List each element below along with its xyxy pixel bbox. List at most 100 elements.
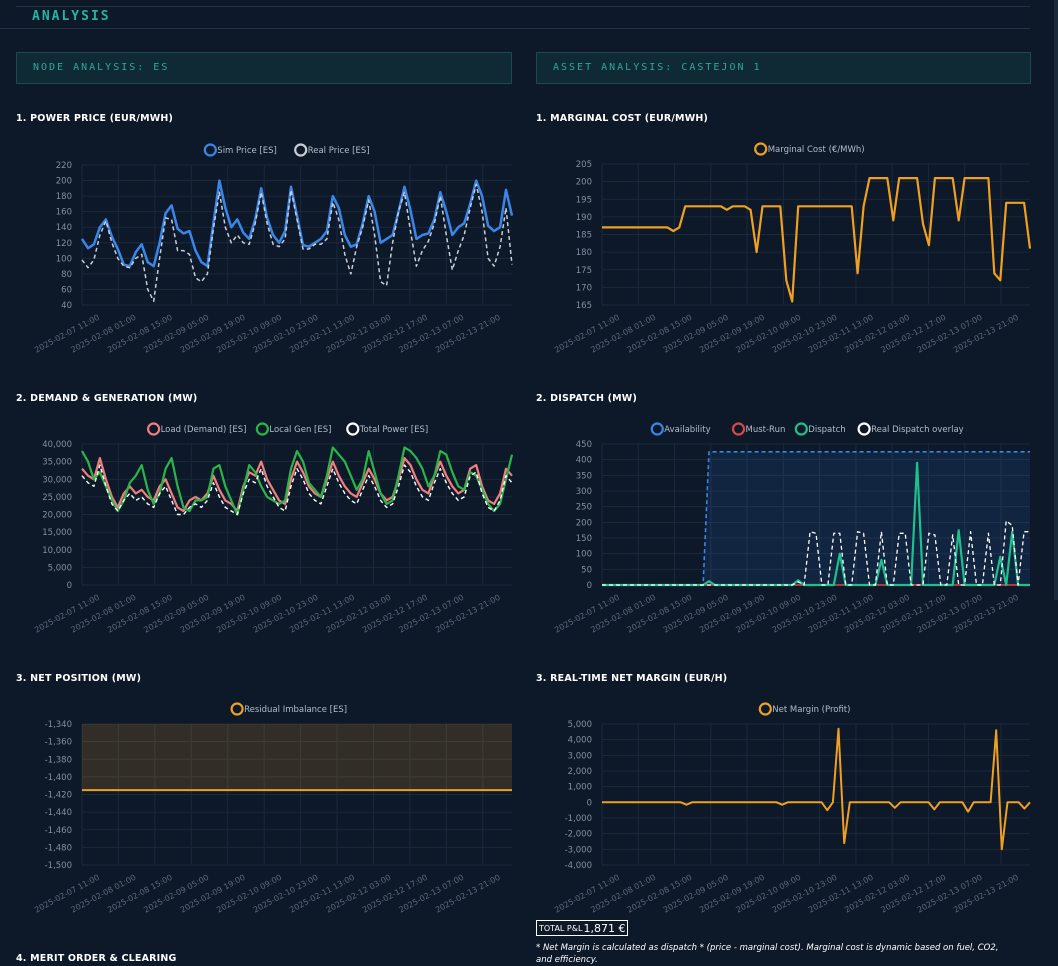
legend-swatch[interactable] (255, 422, 269, 436)
demand-generation-title: 2. DEMAND & GENERATION (MW) (16, 393, 198, 404)
y-tick-label: -1,420 (45, 791, 72, 801)
legend-label[interactable]: Total Power [ES] (359, 425, 428, 435)
scrollbar[interactable] (1054, 0, 1058, 600)
legend-label[interactable]: Marginal Cost (€/MWh) (768, 145, 865, 155)
legend-swatch[interactable] (758, 702, 772, 716)
series-line-total-power-es (81, 464, 513, 516)
legend-label[interactable]: Sim Price [ES] (217, 146, 277, 156)
page-title: ANALYSIS (32, 9, 111, 24)
y-tick-label: 195 (576, 195, 592, 205)
y-tick-label: 5,000 (568, 720, 592, 730)
y-tick-label: 400 (576, 456, 592, 466)
legend-swatch[interactable] (650, 422, 664, 436)
legend-swatch[interactable] (754, 142, 768, 156)
x-tick-label: 2025-02-11 13:00 (807, 873, 875, 915)
y-tick-label: 165 (576, 301, 592, 311)
y-tick-label: 100 (576, 550, 592, 560)
x-tick-label: 2025-02-13 21:00 (952, 873, 1020, 915)
legend-swatch[interactable] (731, 422, 746, 436)
y-tick-label: 200 (576, 178, 592, 188)
x-tick-label: 2025-02-09 05:00 (662, 873, 730, 915)
y-tick-label: -1,360 (45, 738, 72, 748)
legend-label[interactable]: Residual Imbalance [ES] (244, 705, 347, 715)
y-tick-label: 300 (576, 487, 592, 497)
header-bar: ANALYSIS (0, 0, 1030, 29)
y-tick-label: -3,000 (565, 845, 592, 855)
series-line-net-margin-profit (602, 727, 1031, 851)
y-tick-label: 250 (576, 503, 592, 513)
y-tick-label: 0 (587, 581, 592, 591)
legend-swatch[interactable] (230, 702, 244, 716)
legend-swatch[interactable] (857, 422, 871, 436)
y-tick-label: -1,380 (45, 755, 72, 765)
y-tick-label: 150 (576, 534, 592, 544)
total-pnl-label: TOTAL P&L (539, 923, 583, 933)
x-tick-label: 2025-02-08 01:00 (589, 873, 657, 915)
legend-label[interactable]: Real Dispatch overlay (871, 425, 964, 435)
y-tick-label: 450 (576, 440, 592, 450)
legend-swatch[interactable] (794, 422, 808, 436)
series-line-load-demand-es (81, 457, 513, 513)
y-tick-label: 35,000 (42, 458, 72, 468)
y-tick-label: -4,000 (565, 861, 592, 871)
y-tick-label: 200 (56, 177, 72, 187)
y-tick-label: 50 (581, 565, 592, 575)
legend-swatch[interactable] (203, 143, 217, 157)
series-area (82, 724, 512, 791)
net-margin-title: 3. REAL-TIME NET MARGIN (EUR/H) (536, 673, 728, 684)
marginal-cost-title: 1. MARGINAL COST (EUR/MWH) (536, 113, 709, 124)
y-tick-label: 80 (61, 270, 72, 280)
y-tick-label: 185 (576, 231, 592, 241)
y-tick-label: 0 (587, 798, 592, 808)
x-tick-label: 2025-02-12 03:00 (843, 873, 911, 915)
y-tick-label: 2,000 (568, 767, 592, 777)
y-tick-label: 4,000 (568, 736, 592, 746)
series-line-real-price-es (81, 183, 513, 302)
y-tick-label: 40,000 (42, 440, 72, 450)
y-tick-label: -1,440 (45, 808, 72, 818)
x-tick-label: 2025-02-07 11:00 (553, 873, 621, 915)
merit-order-title: 4. MERIT ORDER & CLEARING (16, 953, 177, 964)
legend-label[interactable]: Must-Run (746, 425, 786, 435)
y-tick-label: 1,000 (568, 783, 592, 793)
y-tick-label: 175 (576, 266, 592, 276)
series-line-sim-price-es (80, 179, 514, 268)
legend-swatch[interactable] (294, 143, 308, 157)
x-tick-label: 2025-02-09 19:00 (698, 873, 766, 915)
power-price-title: 1. POWER PRICE (EUR/MWH) (16, 113, 174, 124)
net-margin-footnote: * Net Margin is calculated as dispatch *… (536, 943, 999, 965)
total-pnl-value: 1,871 € (583, 921, 626, 935)
y-tick-label: -1,000 (565, 814, 592, 824)
y-tick-label: 15,000 (42, 528, 72, 538)
y-tick-label: 100 (56, 254, 72, 264)
legend-label[interactable]: Real Price [ES] (308, 146, 370, 156)
y-tick-label: -2,000 (565, 830, 592, 840)
x-tick-label: 2025-02-08 15:00 (626, 873, 694, 915)
y-tick-label: 30,000 (42, 475, 72, 485)
y-tick-label: 180 (576, 248, 592, 258)
legend-label[interactable]: Availability (664, 425, 710, 435)
legend-label[interactable]: Dispatch (808, 425, 845, 435)
y-tick-label: 60 (61, 285, 72, 295)
legend-label[interactable]: Net Margin (Profit) (772, 705, 850, 715)
y-tick-label: 3,000 (568, 751, 592, 761)
x-tick-label: 2025-02-10 23:00 (771, 873, 839, 915)
legend-label[interactable]: Load (Demand) [ES] (161, 425, 247, 435)
y-tick-label: 0 (67, 581, 72, 591)
legend-swatch[interactable] (147, 422, 161, 436)
y-tick-label: 120 (56, 239, 72, 249)
legend-swatch[interactable] (346, 422, 360, 436)
y-tick-label: 40 (61, 301, 72, 311)
legend-label[interactable]: Local Gen [ES] (269, 425, 331, 435)
y-tick-label: 5,000 (48, 563, 72, 573)
x-tick-label: 2025-02-10 09:00 (734, 873, 802, 915)
total-pnl-badge: TOTAL P&L 1,871 € (536, 920, 629, 936)
y-tick-label: 200 (576, 518, 592, 528)
y-tick-label: -1,340 (45, 720, 72, 730)
